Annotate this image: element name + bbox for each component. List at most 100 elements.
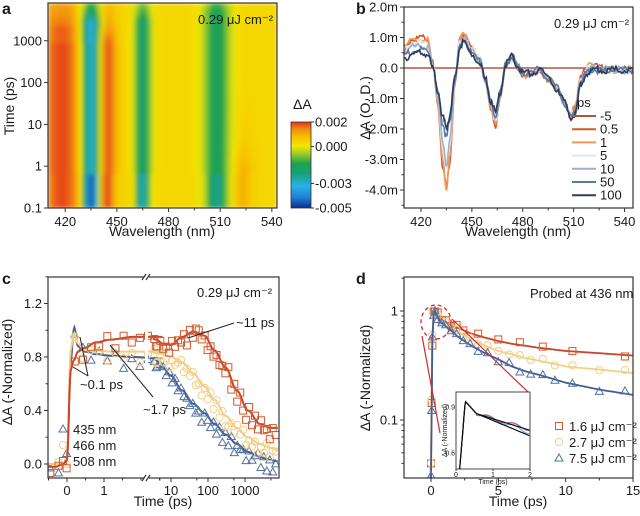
heatmap-cell xyxy=(177,42,183,50)
heatmap-cell xyxy=(215,168,221,175)
heatmap-cell xyxy=(227,48,232,55)
heatmap-cell xyxy=(238,14,244,21)
heatmap-cell xyxy=(212,133,217,141)
legend-label: 5 xyxy=(600,148,607,163)
heatmap-cell xyxy=(223,122,228,129)
heatmap-cell xyxy=(227,128,232,135)
heatmap-cell xyxy=(223,116,228,124)
heatmap-cell xyxy=(238,185,244,192)
fit-line-466 nm xyxy=(152,351,279,452)
heatmap-cell xyxy=(131,128,137,135)
heatmap-cell xyxy=(89,71,95,78)
heatmap-cell xyxy=(193,128,198,135)
heatmap-cell xyxy=(105,3,110,10)
heatmap-cell xyxy=(158,20,164,27)
heatmap-cell xyxy=(63,156,68,164)
heatmap-cell xyxy=(86,88,91,95)
heatmap-cell xyxy=(257,116,263,124)
heatmap-cell xyxy=(254,122,259,129)
heatmap-cell xyxy=(154,196,160,203)
heatmap-cell xyxy=(212,77,217,84)
data-point xyxy=(595,366,604,375)
heatmap-cell xyxy=(235,162,240,169)
heatmap-cell xyxy=(89,139,95,146)
heatmap-cell xyxy=(261,77,267,84)
heatmap-cell xyxy=(139,77,145,84)
heatmap-cell xyxy=(74,31,80,38)
heatmap-cell xyxy=(208,8,213,15)
fluence-annotation: 0.29 μJ cm⁻² xyxy=(554,16,630,31)
heatmap-cell xyxy=(67,65,72,72)
heatmap-cell xyxy=(193,88,198,95)
data-point xyxy=(426,470,436,478)
heatmap-cell xyxy=(89,48,95,55)
data-point xyxy=(242,415,251,424)
heatmap-cell xyxy=(48,151,53,158)
heatmap-cell xyxy=(235,151,240,158)
heatmap-cell xyxy=(223,168,228,175)
heatmap-cell xyxy=(173,99,179,107)
heatmap-cell xyxy=(170,77,175,84)
heatmap-cell xyxy=(265,202,270,208)
heatmap-cell xyxy=(204,185,209,192)
heatmap-cell xyxy=(151,8,156,15)
heatmap-cell xyxy=(181,116,186,124)
heatmap-cell xyxy=(246,162,251,169)
heatmap-cell xyxy=(147,145,152,152)
heatmap-cell xyxy=(212,14,217,21)
heatmap-cell xyxy=(120,8,125,15)
heatmap-cell xyxy=(55,3,61,10)
heatmap-cell xyxy=(124,59,129,67)
heatmap-cell xyxy=(109,173,114,181)
heatmap-cell xyxy=(269,48,274,55)
heatmap-cell xyxy=(254,179,259,186)
heatmap-cell xyxy=(63,77,68,84)
heatmap-cell xyxy=(151,37,156,44)
heatmap-cell xyxy=(143,179,148,186)
heatmap-cell xyxy=(170,202,175,208)
heatmap-cell xyxy=(227,151,232,158)
heatmap-cell xyxy=(189,3,194,10)
heatmap-cell xyxy=(231,48,236,55)
heatmap-cell xyxy=(261,54,267,61)
heatmap-cell xyxy=(154,88,160,95)
heatmap-cell xyxy=(97,133,103,141)
heatmap-cell xyxy=(269,71,274,78)
heatmap-cell xyxy=(131,99,137,107)
heatmap-cell xyxy=(59,8,64,15)
heatmap-cell xyxy=(139,54,145,61)
heatmap-cell xyxy=(74,190,80,198)
heatmap-cell xyxy=(261,42,267,50)
fluence-annotation: 0.29 μJ cm⁻² xyxy=(198,12,274,27)
heatmap-cell xyxy=(151,133,156,141)
data-point xyxy=(182,393,192,402)
heatmap-cell xyxy=(173,151,179,158)
heatmap-cell xyxy=(74,25,80,33)
heatmap-cell xyxy=(105,59,110,67)
inset-y-tick-label: 0.9 xyxy=(445,404,455,411)
heatmap-cell xyxy=(219,173,225,181)
heatmap-cell xyxy=(257,105,263,112)
heatmap-cell xyxy=(257,82,263,90)
legend-marker xyxy=(59,457,67,465)
heatmap-cell xyxy=(154,145,160,152)
heatmap-cell xyxy=(82,88,87,95)
x-tick-label: 540 xyxy=(261,214,283,229)
heatmap-cell xyxy=(120,94,125,101)
data-point xyxy=(261,465,272,475)
legend-label: 0.5 xyxy=(600,122,618,137)
heatmap-cell xyxy=(120,14,125,21)
heatmap-cell xyxy=(59,162,64,169)
heatmap-cell xyxy=(67,139,72,146)
y-tick-label: -1.0m xyxy=(365,91,398,106)
data-point xyxy=(230,379,239,388)
heatmap-cell xyxy=(124,151,129,158)
heatmap-cell xyxy=(215,31,221,38)
heatmap-cell xyxy=(97,8,103,15)
heatmap-cell xyxy=(67,48,72,55)
heatmap-cell xyxy=(63,179,68,186)
heatmap-cell xyxy=(162,20,167,27)
heatmap-cell xyxy=(166,190,171,198)
